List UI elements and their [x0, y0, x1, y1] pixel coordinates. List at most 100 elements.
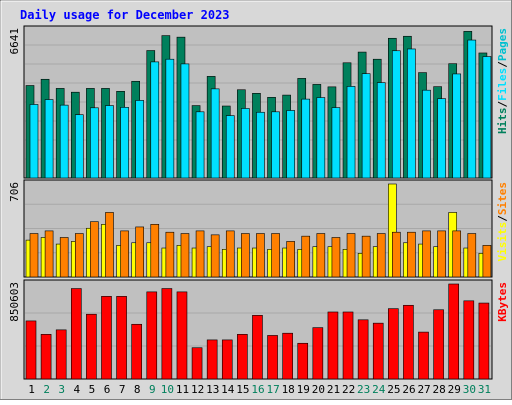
legend-part: Visits — [496, 222, 509, 262]
x-tick-label: 24 — [372, 383, 386, 396]
files-bar — [74, 114, 84, 179]
x-tick-label: 15 — [236, 383, 249, 396]
kbytes-bar — [40, 334, 52, 380]
sites-bar — [422, 230, 431, 278]
x-tick-label: 29 — [448, 383, 461, 396]
legend-part: Pages — [496, 28, 509, 61]
files-bar — [407, 48, 416, 179]
x-tick-label: 12 — [191, 383, 204, 396]
kbytes-bar — [252, 315, 263, 380]
files-bar — [467, 39, 477, 179]
kbytes-bar — [478, 302, 490, 380]
kbytes-bar — [25, 320, 37, 380]
kbytes-bar — [327, 311, 339, 380]
files-bar — [210, 88, 220, 179]
series-legend-label: Hits/Files/Pages — [496, 28, 509, 134]
bars — [25, 31, 492, 380]
kbytes-bar — [116, 296, 127, 380]
sites-bar — [256, 233, 265, 278]
sites-bar — [301, 235, 311, 278]
files-bar — [361, 73, 371, 179]
files-bar — [392, 50, 401, 179]
kbytes-bar — [86, 313, 97, 380]
legend-part: Hits — [496, 108, 509, 135]
x-tick-label: 8 — [134, 383, 141, 396]
kbytes-bar — [418, 331, 429, 380]
x-tick-label: 26 — [402, 383, 415, 396]
sites-bar — [452, 230, 462, 278]
sites-bar — [29, 233, 39, 278]
legend-part: KBytes — [496, 282, 509, 322]
files-bar — [120, 107, 129, 179]
kbytes-bar — [176, 291, 188, 380]
x-tick-label: 20 — [312, 383, 325, 396]
x-tick-label: 17 — [266, 383, 279, 396]
files-bar — [376, 82, 386, 179]
y-axis-max-label: 6641 — [8, 28, 21, 55]
sites-bar — [467, 233, 477, 278]
sites-bar — [407, 231, 416, 278]
sites-bar — [286, 241, 295, 278]
sites-bar — [74, 233, 84, 278]
x-tick-label: 28 — [433, 383, 446, 396]
legend-part: Files — [496, 68, 509, 101]
x-tick-label: 6 — [104, 383, 111, 396]
files-bar — [29, 104, 39, 179]
files-bar — [195, 111, 205, 179]
files-bar — [482, 56, 492, 179]
kbytes-bar — [101, 296, 112, 380]
series-legend-label: KBytes — [496, 282, 509, 322]
sites-bar — [241, 233, 250, 278]
files-bar — [150, 61, 160, 179]
files-bar — [286, 110, 295, 179]
chart-title: Daily usage for December 2023 — [20, 8, 230, 22]
x-tick-label: 30 — [463, 383, 476, 396]
kbytes-bar — [433, 309, 444, 380]
kbytes-bar — [237, 334, 248, 380]
sites-bar — [180, 233, 190, 278]
kbytes-bar — [403, 304, 414, 380]
files-bar — [135, 100, 144, 179]
x-tick-label: 22 — [342, 383, 355, 396]
files-bar — [241, 108, 250, 179]
sites-bar — [376, 233, 386, 278]
files-bar — [452, 73, 462, 179]
series-legend-label: Visits/Sites — [496, 182, 509, 262]
x-tick-label: 9 — [149, 383, 156, 396]
files-bar — [44, 99, 54, 179]
x-tick-label: 10 — [161, 383, 174, 396]
x-tick-label: 13 — [206, 383, 219, 396]
x-tick-label: 16 — [251, 383, 264, 396]
kbytes-bar — [388, 308, 399, 380]
sites-bar — [120, 230, 129, 278]
x-tick-label: 31 — [478, 383, 491, 396]
kbytes-bar — [267, 335, 278, 380]
kbytes-bar — [297, 342, 309, 380]
sites-bar — [392, 231, 401, 278]
sites-bar — [225, 230, 235, 278]
files-bar — [256, 111, 265, 179]
kbytes-bar — [191, 347, 203, 380]
files-bar — [271, 111, 280, 179]
sites-bar — [361, 235, 371, 278]
x-tick-label: 2 — [43, 383, 50, 396]
files-bar — [331, 107, 341, 179]
kbytes-bar — [55, 329, 67, 380]
sites-bar — [165, 231, 175, 278]
x-tick-label: 19 — [297, 383, 310, 396]
legend-part: / — [496, 101, 509, 108]
kbytes-bar — [448, 283, 460, 380]
sites-bar — [135, 226, 144, 278]
kbytes-bar — [131, 323, 142, 380]
kbytes-bar — [463, 300, 475, 380]
x-tick-label: 7 — [119, 383, 126, 396]
files-bar — [316, 97, 326, 179]
files-bar — [422, 89, 431, 179]
files-bar — [90, 107, 99, 179]
legend-part: / — [496, 61, 509, 68]
kbytes-bar — [342, 311, 354, 380]
sites-bar — [195, 230, 205, 278]
kbytes-bar — [312, 327, 324, 380]
files-bar — [437, 98, 446, 179]
